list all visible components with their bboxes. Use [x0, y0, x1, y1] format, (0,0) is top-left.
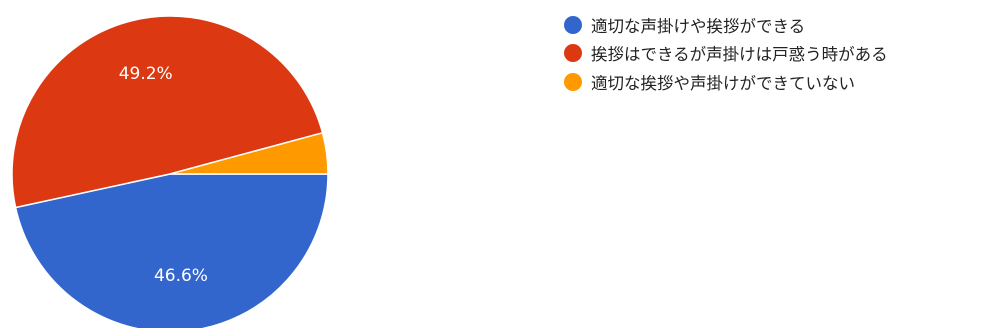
legend-label: 挨拶はできるが声掛けは戸惑う時がある [591, 45, 888, 64]
pie-slices [11, 15, 329, 328]
legend-item[interactable]: 適切な声掛けや挨拶ができる [564, 11, 888, 38]
legend-label: 適切な挨拶や声掛けができていない [591, 73, 855, 93]
pie-slice-0[interactable] [14, 173, 329, 328]
pie-slice-1[interactable] [11, 15, 324, 209]
pie-slice-label-1: 49.2% [119, 64, 173, 84]
legend-label: 適切な声掛けや挨拶ができる [591, 16, 806, 36]
pie-slice-2[interactable] [169, 132, 329, 175]
pie-slice-labels: 46.6% 49.2% [119, 64, 208, 286]
legend-swatch-icon [564, 72, 582, 91]
legend-item[interactable]: 挨拶はできるが声掛けは戸惑う時がある [564, 40, 888, 67]
legend-item[interactable]: 適切な挨拶や声掛けができていない [564, 68, 888, 95]
legend-swatch-icon [564, 15, 582, 34]
legend-swatch-icon [564, 44, 582, 62]
chart-legend: 適切な声掛けや挨拶ができる 挨拶はできるが声掛けは戸惑う時がある 適切な挨拶や声… [564, 11, 888, 97]
pie-slice-label-0: 46.6% [154, 266, 208, 286]
